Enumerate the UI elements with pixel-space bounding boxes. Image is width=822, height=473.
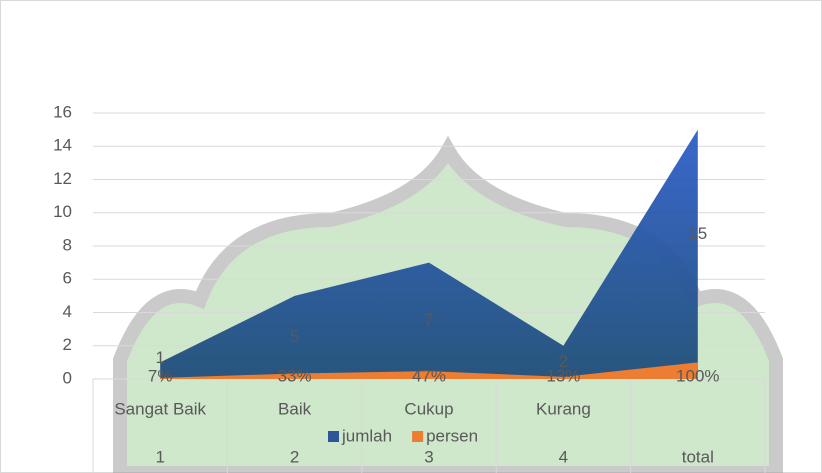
x-group-label: Sangat Baik bbox=[114, 399, 206, 418]
legend-label: persen bbox=[426, 426, 478, 445]
y-tick-label: 2 bbox=[63, 335, 72, 354]
x-tick-label: total bbox=[682, 447, 714, 466]
data-label: 13% bbox=[546, 366, 580, 385]
data-label: 15 bbox=[688, 224, 707, 243]
data-label: 33% bbox=[278, 366, 312, 385]
x-tick-label: 2 bbox=[290, 447, 299, 466]
y-tick-label: 6 bbox=[63, 269, 72, 288]
data-label: 7 bbox=[424, 310, 433, 329]
y-tick-label: 0 bbox=[63, 368, 72, 387]
legend-label: jumlah bbox=[341, 426, 392, 445]
data-label: 47% bbox=[412, 366, 446, 385]
legend-swatch bbox=[328, 431, 339, 442]
y-tick-label: 8 bbox=[63, 235, 72, 254]
data-label: 100% bbox=[676, 366, 719, 385]
area bbox=[160, 129, 698, 379]
x-group-label: Cukup bbox=[404, 399, 453, 418]
data-label: 2 bbox=[559, 352, 568, 371]
area bbox=[160, 362, 698, 379]
y-tick-label: 14 bbox=[53, 136, 72, 155]
x-group-label: Baik bbox=[278, 399, 312, 418]
legend-swatch bbox=[412, 431, 424, 442]
data-label: 5 bbox=[290, 327, 299, 346]
y-tick-label: 4 bbox=[63, 302, 72, 321]
x-group-label: Kurang bbox=[536, 399, 591, 418]
data-label: 1 bbox=[155, 348, 164, 367]
x-tick-label: 4 bbox=[559, 447, 568, 466]
y-tick-label: 10 bbox=[53, 202, 72, 221]
x-tick-label: 3 bbox=[424, 447, 433, 466]
data-label: 7% bbox=[148, 366, 173, 385]
y-tick-label: 12 bbox=[53, 169, 72, 188]
y-tick-label: 16 bbox=[53, 102, 72, 121]
x-tick-label: 1 bbox=[155, 447, 164, 466]
